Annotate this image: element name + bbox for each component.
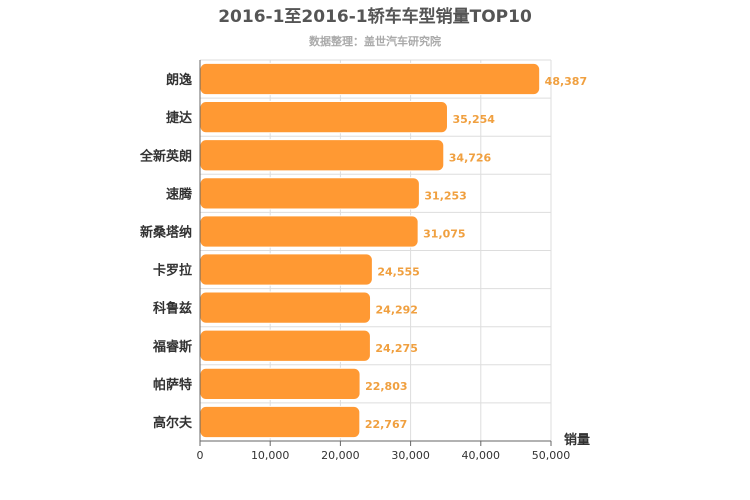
- data-label: 31,075: [423, 227, 465, 240]
- category-label: 科鲁兹: [153, 301, 192, 317]
- bar: [199, 139, 445, 172]
- data-label: 35,254: [452, 113, 495, 126]
- data-label: 24,555: [377, 266, 419, 279]
- data-label: 48,387: [545, 75, 587, 88]
- x-tick-label: 40,000: [462, 449, 501, 462]
- category-label: 高尔夫: [153, 415, 193, 431]
- data-label: 24,275: [375, 342, 417, 355]
- bar: [199, 62, 541, 96]
- data-label: 34,726: [449, 151, 492, 164]
- x-tick-label: 30,000: [391, 449, 430, 462]
- x-tick-label: 0: [197, 449, 204, 462]
- category-label: 朗逸: [166, 72, 192, 88]
- chart-subtitle: 数据整理：盖世汽车研究院: [309, 34, 441, 48]
- grid-lines: [200, 59, 552, 442]
- bar: [199, 405, 361, 439]
- bar: [199, 101, 448, 134]
- bars: 48,387 35,254 34,726 31,253 31,075 24,555 24,2…: [199, 62, 587, 439]
- data-label: 24,292: [376, 304, 418, 317]
- x-tick-label: 20,000: [321, 449, 360, 462]
- category-label: 全新英朗: [139, 148, 192, 164]
- category-label: 福睿斯: [152, 339, 192, 355]
- category-label: 捷达: [166, 110, 192, 126]
- category-label: 速腾: [166, 186, 193, 202]
- bar: [199, 215, 419, 248]
- x-tick-label: 10,000: [251, 449, 290, 462]
- bar: [199, 253, 373, 286]
- category-label: 帕萨特: [153, 377, 192, 393]
- data-label: 22,803: [365, 380, 407, 393]
- bar: [199, 177, 420, 210]
- x-tick-label: 50,000: [532, 449, 571, 462]
- chart-title: 2016-1至2016-1轿车车型销量TOP10: [218, 6, 532, 27]
- category-label: 新桑塔纳: [140, 224, 192, 240]
- bar: [199, 329, 371, 362]
- data-label: 22,767: [365, 418, 407, 431]
- data-label: 31,253: [424, 189, 466, 202]
- x-axis-title: 销量: [564, 432, 590, 448]
- category-label: 卡罗拉: [153, 263, 192, 279]
- bar: [199, 291, 372, 324]
- bar: [199, 367, 361, 400]
